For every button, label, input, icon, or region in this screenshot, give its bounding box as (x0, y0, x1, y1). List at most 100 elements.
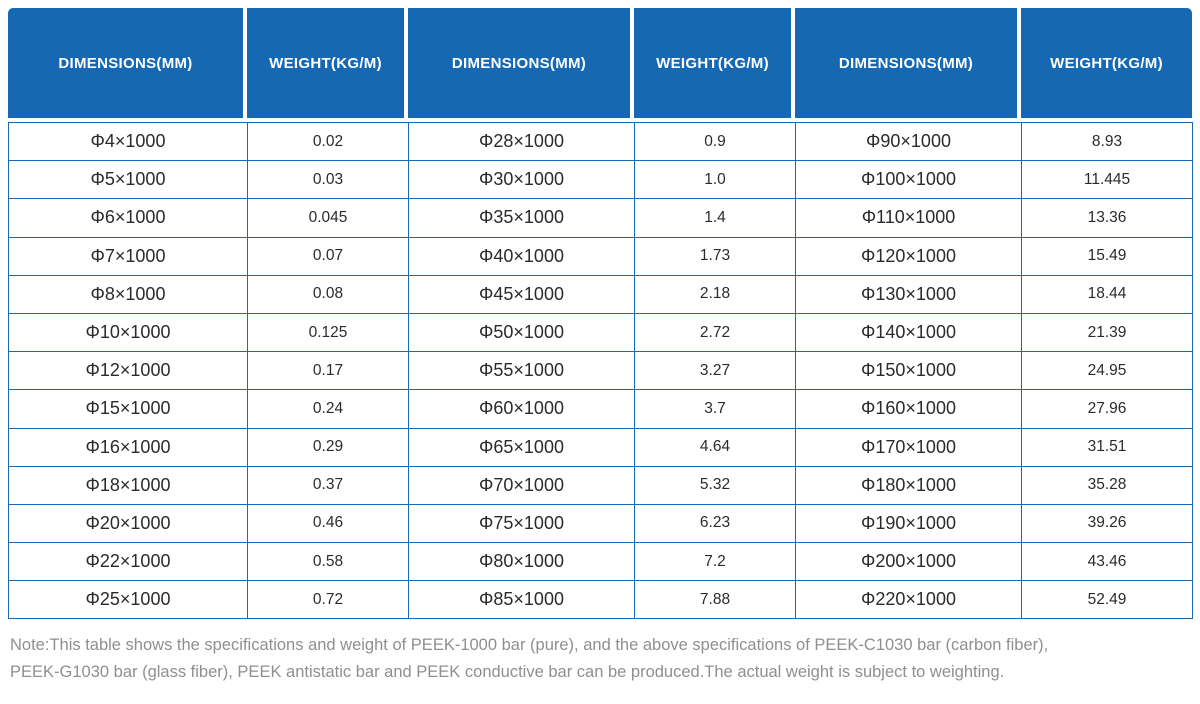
weight-cell: 0.03 (247, 160, 409, 200)
weight-cell: 0.08 (247, 274, 409, 314)
dimension-cell: Φ15×1000 (8, 389, 248, 429)
dimension-cell: Φ28×1000 (408, 121, 635, 162)
weight-cell: 5.32 (634, 465, 796, 505)
dimension-cell: Φ90×1000 (795, 121, 1022, 162)
weight-cell: 0.02 (247, 121, 409, 162)
weight-cell: 11.445 (1021, 160, 1193, 200)
dimension-cell: Φ8×1000 (8, 274, 248, 314)
weight-cell: 0.045 (247, 198, 409, 238)
spec-sheet: DIMENSIONS(MM) WEIGHT(KG/M) DIMENSIONS(M… (8, 8, 1193, 686)
dimension-cell: Φ7×1000 (8, 236, 248, 276)
weight-cell: 0.29 (247, 427, 409, 467)
weight-cell: 2.72 (634, 312, 796, 353)
weight-cell: 0.72 (247, 580, 409, 620)
dimension-cell: Φ16×1000 (8, 427, 248, 467)
dimension-cell: Φ220×1000 (795, 580, 1022, 620)
header-dimensions-col1: DIMENSIONS(MM) (8, 8, 247, 118)
table-row: Φ16×1000 0.29 Φ65×1000 4.64 Φ170×1000 31.51 (8, 427, 1193, 467)
dimension-cell: Φ190×1000 (795, 503, 1022, 544)
weight-cell: 2.18 (634, 274, 796, 314)
dimension-cell: Φ130×1000 (795, 274, 1022, 314)
dimension-cell: Φ6×1000 (8, 198, 248, 238)
table-body: Φ4×1000 0.02 Φ28×1000 0.9 Φ90×1000 8.93 Φ5×100… (8, 121, 1193, 620)
dimension-cell: Φ140×1000 (795, 312, 1022, 353)
dimension-cell: Φ10×1000 (8, 312, 248, 353)
dimension-cell: Φ120×1000 (795, 236, 1022, 276)
header-weight-col3: WEIGHT(KG/M) (1021, 8, 1192, 118)
weight-cell: 1.0 (634, 160, 796, 200)
dimension-cell: Φ55×1000 (408, 351, 635, 391)
weight-cell: 8.93 (1021, 121, 1193, 162)
weight-cell: 3.27 (634, 351, 796, 391)
weight-cell: 0.46 (247, 503, 409, 544)
dimension-cell: Φ200×1000 (795, 542, 1022, 582)
table-row: Φ10×1000 0.125 Φ50×1000 2.72 Φ140×1000 21.39 (8, 312, 1193, 353)
spec-table: Φ4×1000 0.02 Φ28×1000 0.9 Φ90×1000 8.93 Φ5×100… (8, 121, 1193, 620)
dimension-cell: Φ110×1000 (795, 198, 1022, 238)
dimension-cell: Φ75×1000 (408, 503, 635, 544)
weight-cell: 0.37 (247, 465, 409, 505)
dimension-cell: Φ40×1000 (408, 236, 635, 276)
weight-cell: 7.2 (634, 542, 796, 582)
dimension-cell: Φ20×1000 (8, 503, 248, 544)
note-line-1: Note:This table shows the specifications… (10, 636, 1049, 655)
header-dimensions-col3: DIMENSIONS(MM) (795, 8, 1021, 118)
weight-cell: 31.51 (1021, 427, 1193, 467)
weight-cell: 39.26 (1021, 503, 1193, 544)
table-row: Φ22×1000 0.58 Φ80×1000 7.2 Φ200×1000 43.46 (8, 542, 1193, 582)
dimension-cell: Φ45×1000 (408, 274, 635, 314)
dimension-cell: Φ12×1000 (8, 351, 248, 391)
table-row: Φ6×1000 0.045 Φ35×1000 1.4 Φ110×1000 13.36 (8, 198, 1193, 238)
dimension-cell: Φ150×1000 (795, 351, 1022, 391)
weight-cell: 15.49 (1021, 236, 1193, 276)
table-row: Φ20×1000 0.46 Φ75×1000 6.23 Φ190×1000 39.26 (8, 503, 1193, 544)
note-line-2: PEEK-G1030 bar (glass fiber), PEEK antis… (10, 663, 1005, 682)
dimension-cell: Φ30×1000 (408, 160, 635, 200)
table-row: Φ8×1000 0.08 Φ45×1000 2.18 Φ130×1000 18.44 (8, 274, 1193, 314)
weight-cell: 1.73 (634, 236, 796, 276)
dimension-cell: Φ18×1000 (8, 465, 248, 505)
weight-cell: 27.96 (1021, 389, 1193, 429)
dimension-cell: Φ85×1000 (408, 580, 635, 620)
table-row: Φ25×1000 0.72 Φ85×1000 7.88 Φ220×1000 52.49 (8, 580, 1193, 620)
header-weight-col1: WEIGHT(KG/M) (247, 8, 408, 118)
dimension-cell: Φ35×1000 (408, 198, 635, 238)
table-row: Φ15×1000 0.24 Φ60×1000 3.7 Φ160×1000 27.96 (8, 389, 1193, 429)
dimension-cell: Φ180×1000 (795, 465, 1022, 505)
weight-cell: 18.44 (1021, 274, 1193, 314)
table-row: Φ5×1000 0.03 Φ30×1000 1.0 Φ100×1000 11.445 (8, 160, 1193, 200)
weight-cell: 13.36 (1021, 198, 1193, 238)
weight-cell: 0.9 (634, 121, 796, 162)
weight-cell: 0.07 (247, 236, 409, 276)
dimension-cell: Φ65×1000 (408, 427, 635, 467)
table-row: Φ18×1000 0.37 Φ70×1000 5.32 Φ180×1000 35.28 (8, 465, 1193, 505)
weight-cell: 0.58 (247, 542, 409, 582)
dimension-cell: Φ80×1000 (408, 542, 635, 582)
header-weight-col2: WEIGHT(KG/M) (634, 8, 795, 118)
weight-cell: 52.49 (1021, 580, 1193, 620)
weight-cell: 0.17 (247, 351, 409, 391)
weight-cell: 43.46 (1021, 542, 1193, 582)
weight-cell: 35.28 (1021, 465, 1193, 505)
weight-cell: 21.39 (1021, 312, 1193, 353)
dimension-cell: Φ50×1000 (408, 312, 635, 353)
weight-cell: 3.7 (634, 389, 796, 429)
dimension-cell: Φ70×1000 (408, 465, 635, 505)
dimension-cell: Φ22×1000 (8, 542, 248, 582)
weight-cell: 0.24 (247, 389, 409, 429)
weight-cell: 7.88 (634, 580, 796, 620)
header-dimensions-col2: DIMENSIONS(MM) (408, 8, 634, 118)
weight-cell: 0.125 (247, 312, 409, 353)
dimension-cell: Φ5×1000 (8, 160, 248, 200)
dimension-cell: Φ4×1000 (8, 121, 248, 162)
weight-cell: 6.23 (634, 503, 796, 544)
dimension-cell: Φ170×1000 (795, 427, 1022, 467)
weight-cell: 1.4 (634, 198, 796, 238)
note-text: Note:This table shows the specifications… (10, 632, 1184, 686)
table-row: Φ4×1000 0.02 Φ28×1000 0.9 Φ90×1000 8.93 (8, 121, 1193, 162)
weight-cell: 24.95 (1021, 351, 1193, 391)
table-row: Φ7×1000 0.07 Φ40×1000 1.73 Φ120×1000 15.49 (8, 236, 1193, 276)
table-header: DIMENSIONS(MM) WEIGHT(KG/M) DIMENSIONS(M… (8, 8, 1192, 118)
dimension-cell: Φ100×1000 (795, 160, 1022, 200)
dimension-cell: Φ160×1000 (795, 389, 1022, 429)
